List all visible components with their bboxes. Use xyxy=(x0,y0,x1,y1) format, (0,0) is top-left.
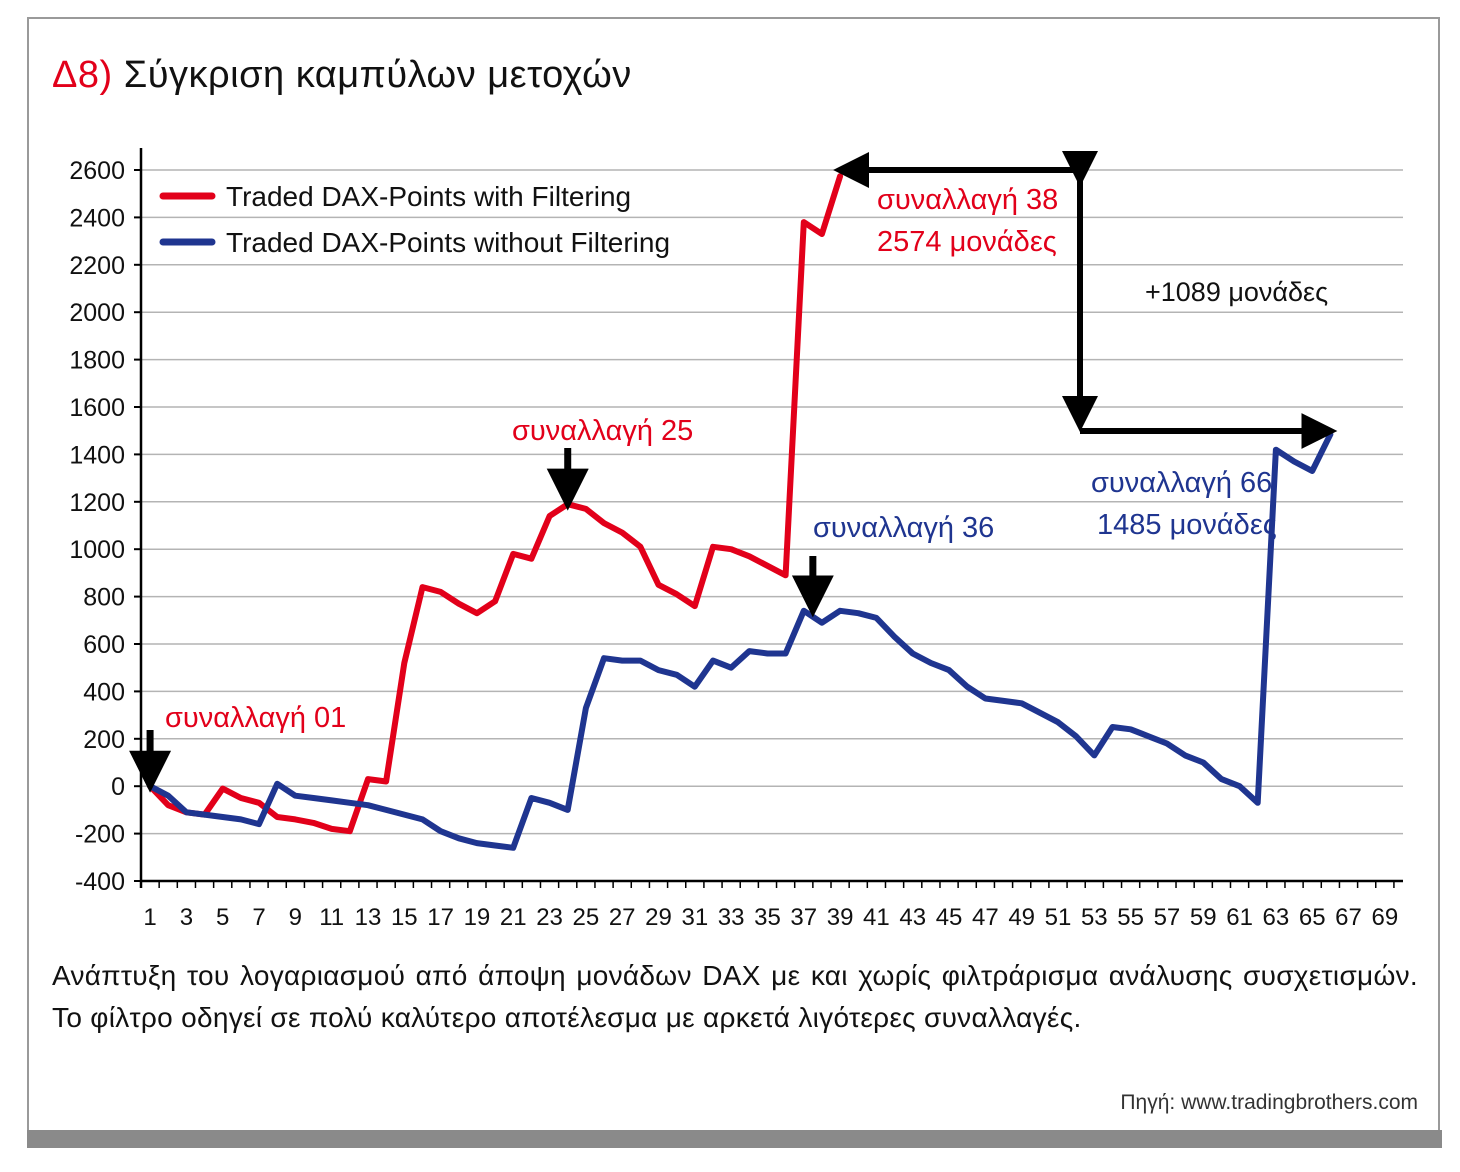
x-tick-label: 69 xyxy=(1371,904,1398,931)
y-tick-label: 600 xyxy=(83,631,125,659)
series-lines xyxy=(147,173,1334,851)
x-tick-label: 21 xyxy=(500,904,527,931)
x-tick-label: 7 xyxy=(252,904,265,931)
title-text: Σύγκριση καμπύλων μετοχών xyxy=(123,54,632,96)
x-tick-label: 13 xyxy=(355,904,382,931)
y-tick-label: 1800 xyxy=(69,347,125,375)
x-tick-label: 3 xyxy=(180,904,193,931)
x-tick-label: 31 xyxy=(681,904,708,931)
y-tick-label: 2400 xyxy=(69,204,125,232)
source-credit: Πηγή: www.tradingbrothers.com xyxy=(1120,1091,1418,1114)
y-tick-label: 2200 xyxy=(69,252,125,280)
y-tick-label: 400 xyxy=(83,678,125,706)
x-tick-label: 51 xyxy=(1045,904,1072,931)
x-tick-label: 67 xyxy=(1335,904,1362,931)
y-tick-label: 800 xyxy=(83,584,125,612)
title-prefix: Δ8) xyxy=(52,54,113,96)
annotation-points-38: 2574 μονάδες xyxy=(877,226,1057,258)
x-tick-label: 37 xyxy=(790,904,817,931)
y-tick-label: -400 xyxy=(75,868,125,896)
axes: -400 -200 0 200 400 600 800 1000 1200 1400 1600 180… xyxy=(69,148,1403,931)
y-tick-label: -200 xyxy=(75,821,125,849)
chart-caption: Ανάπτυξη του λογαριασμού από άποψη μονάδ… xyxy=(52,960,1418,1033)
y-tick-label: 0 xyxy=(111,773,125,801)
y-tick-label: 1200 xyxy=(69,489,125,517)
x-tick-label: 45 xyxy=(936,904,963,931)
y-tick-label: 2000 xyxy=(69,299,125,327)
x-tick-label: 63 xyxy=(1263,904,1290,931)
y-tick-label: 1400 xyxy=(69,441,125,469)
annotation-difference: +1089 μονάδες xyxy=(1145,277,1328,307)
x-tick-label: 27 xyxy=(609,904,636,931)
annotation-trade-25: συναλλαγή 25 xyxy=(512,415,693,447)
x-tick-label: 25 xyxy=(573,904,600,931)
x-tick-label: 47 xyxy=(972,904,999,931)
x-tick-label: 65 xyxy=(1299,904,1326,931)
annotation-trade-01: συναλλαγή 01 xyxy=(165,702,346,734)
x-tick-label: 43 xyxy=(899,904,926,931)
series-line-unfiltered xyxy=(147,431,1334,851)
x-tick-label: 55 xyxy=(1117,904,1144,931)
y-tick-label: 200 xyxy=(83,726,125,754)
x-tick-label: 11 xyxy=(319,904,344,931)
y-tick-label: 1600 xyxy=(69,394,125,422)
y-tick-label: 1000 xyxy=(69,536,125,564)
x-tick-label: 23 xyxy=(536,904,563,931)
x-tick-label: 59 xyxy=(1190,904,1217,931)
arrows xyxy=(129,151,1338,793)
x-tick-label: 29 xyxy=(645,904,672,931)
x-tick-label: 57 xyxy=(1154,904,1181,931)
x-tick-label: 1 xyxy=(143,904,156,931)
x-tick-label: 17 xyxy=(427,904,454,931)
legend: Traded DAX-Points with Filtering Traded D… xyxy=(159,181,670,258)
chart-frame xyxy=(27,17,1440,1132)
frame-shadow-bar xyxy=(27,1130,1442,1148)
annotations: συναλλαγή 01 συναλλαγή 25 συναλλαγή 38 2574… xyxy=(165,184,1328,734)
x-tick-label: 15 xyxy=(391,904,418,931)
x-tick-label: 19 xyxy=(464,904,491,931)
annotation-trade-38: συναλλαγή 38 xyxy=(877,184,1058,216)
x-tick-label: 35 xyxy=(754,904,781,931)
x-tick-label: 53 xyxy=(1081,904,1108,931)
annotation-trade-36: συναλλαγή 36 xyxy=(813,512,994,544)
annotation-trade-66: συναλλαγή 66 xyxy=(1091,467,1272,499)
x-tick-label: 39 xyxy=(827,904,854,931)
x-tick-label: 49 xyxy=(1008,904,1035,931)
y-tick-label: 2600 xyxy=(69,157,125,185)
legend-label: Traded DAX-Points with Filtering xyxy=(226,181,631,212)
chart-title: Δ8) Σύγκριση καμπύλων μετοχών xyxy=(52,54,632,97)
x-tick-label: 5 xyxy=(216,904,229,931)
x-tick-label: 61 xyxy=(1226,904,1253,931)
x-tick-label: 9 xyxy=(289,904,302,931)
annotation-points-66: 1485 μονάδες xyxy=(1097,509,1277,541)
x-tick-label: 41 xyxy=(863,904,890,931)
legend-label: Traded DAX-Points without Filtering xyxy=(226,227,670,258)
x-tick-label: 33 xyxy=(718,904,745,931)
